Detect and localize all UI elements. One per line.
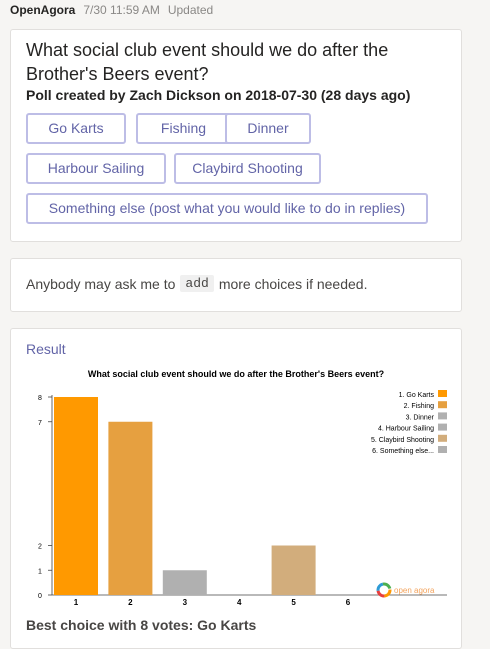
sender-name[interactable]: OpenAgora <box>10 3 76 17</box>
poll-card: What social club event should we do afte… <box>10 29 462 242</box>
best-choice-text: Best choice with 8 votes: Go Karts <box>26 617 257 633</box>
choice-harbour-sailing-button[interactable]: Harbour Sailing <box>26 153 166 184</box>
result-heading: Result <box>26 341 66 357</box>
open-agora-logo-ring <box>376 582 392 598</box>
poll-title: What social club event should we do afte… <box>26 40 389 84</box>
y-tick-label: 7 <box>38 420 42 427</box>
y-tick-label: 1 <box>38 568 42 575</box>
legend-swatch <box>438 434 456 442</box>
x-tick-label: 3 <box>183 598 188 607</box>
legend-label: 1. Go Karts <box>399 392 435 399</box>
updated-label: Updated <box>167 3 214 17</box>
legend-swatch <box>438 446 456 453</box>
info-message: Anybody may ask me to add more choices i… <box>26 275 367 292</box>
choice-dinner-button[interactable]: Dinner <box>225 113 311 144</box>
legend-swatch <box>438 423 456 431</box>
choice-go-karts-button[interactable]: Go Karts <box>26 113 126 144</box>
chart-title: What social club event should we do afte… <box>88 369 384 379</box>
info-text-after: more choices if needed. <box>218 275 368 292</box>
message-header: OpenAgora 7/30 11:59 AM Updated <box>10 3 213 21</box>
chart-bar <box>108 421 153 595</box>
legend-label: 5. Claybird Shooting <box>371 437 434 444</box>
chart-bar <box>271 545 316 595</box>
poll-subtitle: Poll created by Zach Dickson on 2018-07-… <box>26 87 411 103</box>
legend-swatch <box>438 390 456 397</box>
result-chart: What social club event should we do afte… <box>26 365 456 609</box>
chart-bar <box>162 570 207 595</box>
x-tick-label: 5 <box>291 598 296 607</box>
chart-bar <box>54 397 98 595</box>
legend-label: 4. Harbour Sailing <box>378 426 434 433</box>
info-card: Anybody may ask me to add more choices i… <box>10 258 462 312</box>
legend-swatch <box>438 412 456 420</box>
legend-label: 6. Something else... <box>372 448 434 455</box>
legend-label: 2. Fishing <box>404 403 434 410</box>
add-command: add <box>180 275 214 292</box>
x-tick-label: 4 <box>237 598 242 607</box>
open-agora-logo-ring <box>376 582 392 598</box>
chart-svg: What social club event should we do afte… <box>38 369 456 607</box>
x-tick-label: 1 <box>74 598 79 607</box>
message-timestamp: 7/30 11:59 AM <box>83 3 160 17</box>
info-text-before: Anybody may ask me to <box>26 275 176 292</box>
choice-something-else-button[interactable]: Something else (post what you would like… <box>26 193 428 224</box>
x-tick-label: 2 <box>128 598 133 607</box>
open-agora-logo-ring <box>376 582 392 598</box>
choice-claybird-shooting-button[interactable]: Claybird Shooting <box>174 153 321 184</box>
y-tick-label: 2 <box>38 544 42 551</box>
open-agora-watermark: open agora <box>394 586 435 595</box>
y-tick-label: 0 <box>38 593 42 600</box>
y-tick-label: 8 <box>38 395 42 402</box>
legend-label: 3. Dinner <box>406 414 435 421</box>
open-agora-logo-icon <box>376 582 392 598</box>
x-tick-label: 6 <box>346 598 351 607</box>
result-card: Result What social club event should we … <box>10 328 462 649</box>
choice-fishing-button[interactable]: Fishing <box>136 113 231 144</box>
legend-swatch <box>438 401 456 409</box>
